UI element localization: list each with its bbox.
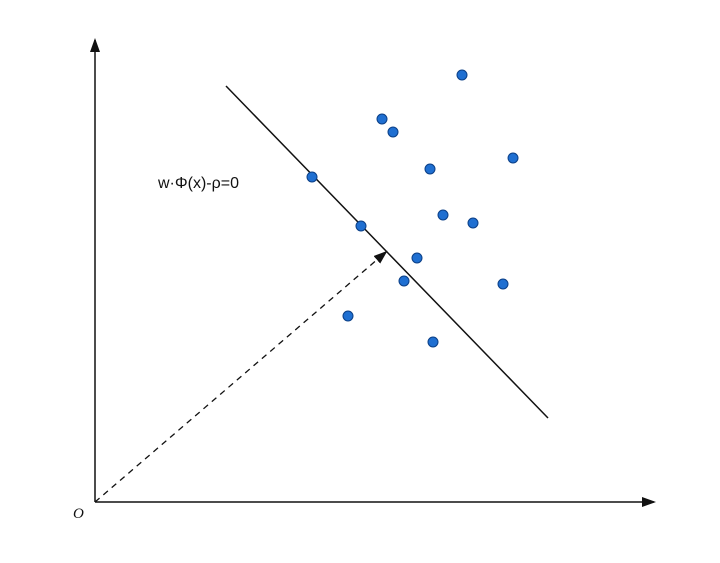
data-point	[398, 275, 410, 287]
data-point	[427, 336, 439, 348]
normal-vector-arrow	[94, 250, 388, 503]
data-point	[376, 113, 388, 125]
data-point	[507, 152, 519, 164]
data-point	[411, 252, 423, 264]
hyperplane-line	[225, 85, 549, 419]
origin-label: O	[73, 506, 84, 522]
data-point	[387, 126, 399, 138]
data-point	[306, 171, 318, 183]
data-point	[497, 278, 509, 290]
data-point	[456, 69, 468, 81]
data-point	[424, 163, 436, 175]
data-points	[306, 69, 519, 348]
data-point	[467, 217, 479, 229]
data-point	[355, 220, 367, 232]
data-point	[437, 209, 449, 221]
hyperplane-label: w·Φ(x)-ρ=0	[157, 175, 239, 192]
data-point	[342, 310, 354, 322]
